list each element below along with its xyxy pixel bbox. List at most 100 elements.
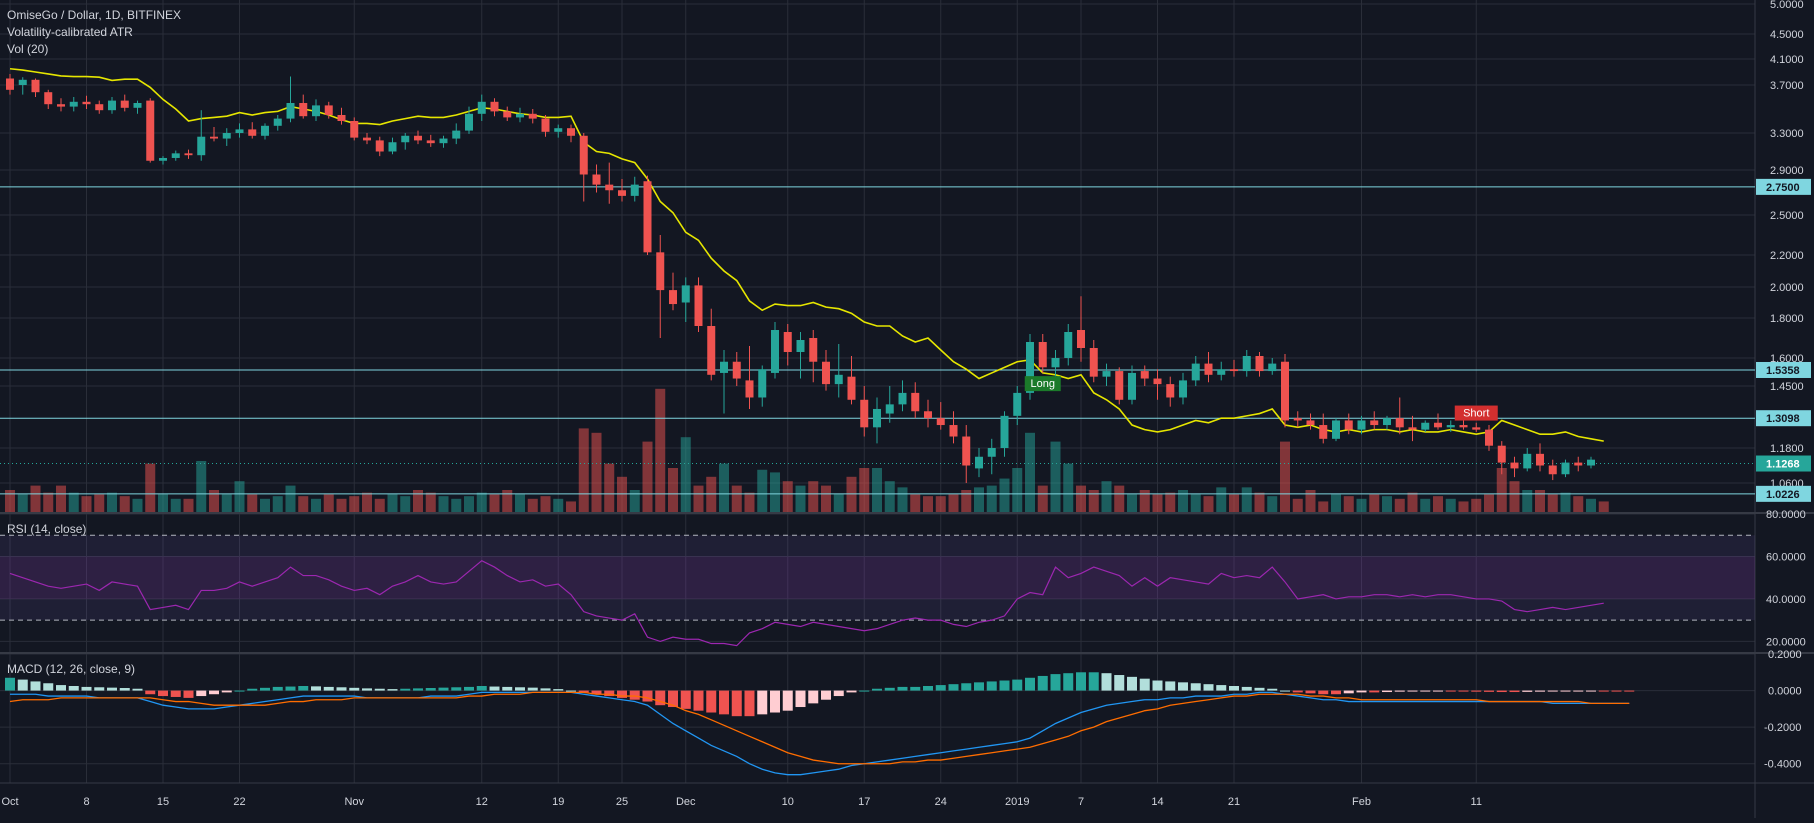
volume-bar — [719, 463, 729, 512]
macd-histogram-bar — [234, 690, 245, 692]
candle — [401, 133, 410, 150]
candle-body — [975, 456, 983, 469]
candle-body — [120, 100, 129, 108]
macd-histogram-bar — [591, 690, 602, 695]
candle-body — [1204, 363, 1213, 375]
macd-histogram-bar — [1522, 690, 1533, 692]
macd-histogram-bar — [285, 686, 296, 691]
volume-indicator-label[interactable]: Vol (20) — [7, 42, 49, 56]
candle-body — [1561, 462, 1570, 475]
candle-body — [439, 138, 448, 144]
time-axis-tick: 8 — [83, 796, 89, 808]
candle-body — [31, 79, 40, 93]
time-axis-tick: Dec — [676, 796, 696, 808]
rsi-indicator-label[interactable]: RSI (14, close) — [7, 522, 87, 536]
macd-histogram-bar — [1139, 678, 1150, 691]
volume-series — [5, 388, 1609, 512]
macd-histogram-bar — [719, 690, 729, 715]
volume-bar — [196, 460, 207, 512]
atr-indicator-label[interactable]: Volatility-calibrated ATR — [7, 25, 133, 39]
time-axis-tick: Oct — [1, 796, 18, 808]
volume-bar — [1152, 494, 1163, 512]
rsi-line — [9, 559, 1604, 647]
volume-bar — [1088, 490, 1099, 512]
time-axis-tick: 17 — [858, 796, 870, 808]
candle — [618, 179, 626, 202]
macd-histogram-bar — [961, 683, 972, 691]
macd-histogram-bar — [311, 686, 321, 691]
candle-body — [1587, 459, 1595, 466]
macd-histogram-bar — [132, 688, 143, 691]
candle — [567, 124, 575, 143]
price-axis-tick: 3.7000 — [1770, 80, 1804, 92]
candle-body — [1395, 418, 1404, 428]
macd-histogram-bar — [272, 686, 283, 691]
signal-label: Short — [1463, 408, 1489, 420]
candle-body — [1536, 453, 1544, 466]
candle-body — [44, 92, 53, 105]
price-axis-tag: 1.3098 — [1756, 410, 1811, 427]
macd-histogram-bar — [1178, 682, 1188, 691]
candle — [732, 352, 741, 386]
volume-bar — [999, 478, 1010, 512]
volume-bar — [247, 494, 258, 512]
candle-body — [159, 157, 167, 161]
candle — [1421, 420, 1430, 432]
volume-bar — [158, 494, 168, 512]
candle — [1485, 425, 1493, 451]
macd-histogram-bar — [1407, 690, 1418, 692]
price-axis-tick: 2.5000 — [1770, 210, 1804, 222]
macd-histogram-bar — [362, 688, 372, 691]
candle — [1408, 415, 1417, 442]
price-tag-label: 1.3098 — [1766, 413, 1800, 425]
candle — [720, 350, 728, 414]
rsi-midband-fill — [0, 556, 1755, 599]
macd-histogram-bar — [744, 690, 755, 717]
macd-histogram-bar — [1471, 690, 1482, 692]
candle-body — [1344, 420, 1353, 430]
macd-histogram-bar — [1216, 685, 1227, 691]
price-tag-label: 1.1268 — [1766, 459, 1800, 471]
volume-bar — [1598, 501, 1609, 512]
price-tag-background — [1756, 361, 1811, 378]
volume-bar — [17, 494, 28, 512]
candle-body — [579, 135, 588, 175]
volume-bar — [948, 494, 959, 512]
candle — [171, 150, 180, 161]
candle — [579, 133, 588, 202]
candle — [1293, 411, 1302, 428]
symbol-title: OmiseGo / Dollar, 1D, BITFINEX — [7, 8, 182, 22]
time-axis-tick: 25 — [616, 796, 628, 808]
candle — [1434, 413, 1442, 430]
volume-bar — [132, 498, 143, 512]
volume-bar — [731, 485, 742, 512]
candle-body — [898, 392, 907, 405]
macd-histogram-bar — [808, 690, 819, 704]
volume-bar — [757, 469, 768, 512]
candle-body — [82, 101, 91, 105]
macd-histogram-bar — [68, 686, 79, 691]
volume-bar — [1496, 468, 1507, 512]
volume-bar — [782, 481, 793, 512]
candle-body — [643, 181, 652, 253]
candle — [312, 99, 320, 121]
macd-indicator-label[interactable]: MACD (12, 26, close, 9) — [7, 662, 136, 676]
volume-bar — [846, 476, 857, 512]
candle-body — [273, 118, 282, 126]
candle — [694, 277, 703, 332]
candle-body — [1242, 356, 1251, 372]
volume-bar — [1420, 498, 1431, 512]
candle-body — [554, 128, 563, 132]
macd-histogram-bar — [986, 681, 997, 691]
volume-bar — [311, 498, 321, 512]
macd-histogram-bar — [170, 690, 181, 697]
price-axis-tick: 3.3000 — [1770, 128, 1804, 140]
candle — [210, 127, 218, 142]
volume-bar — [1471, 498, 1482, 512]
volume-bar — [451, 498, 462, 512]
macd-histogram-bar — [400, 688, 411, 691]
macd-histogram-bar — [349, 687, 360, 691]
candle-body — [1510, 462, 1519, 469]
